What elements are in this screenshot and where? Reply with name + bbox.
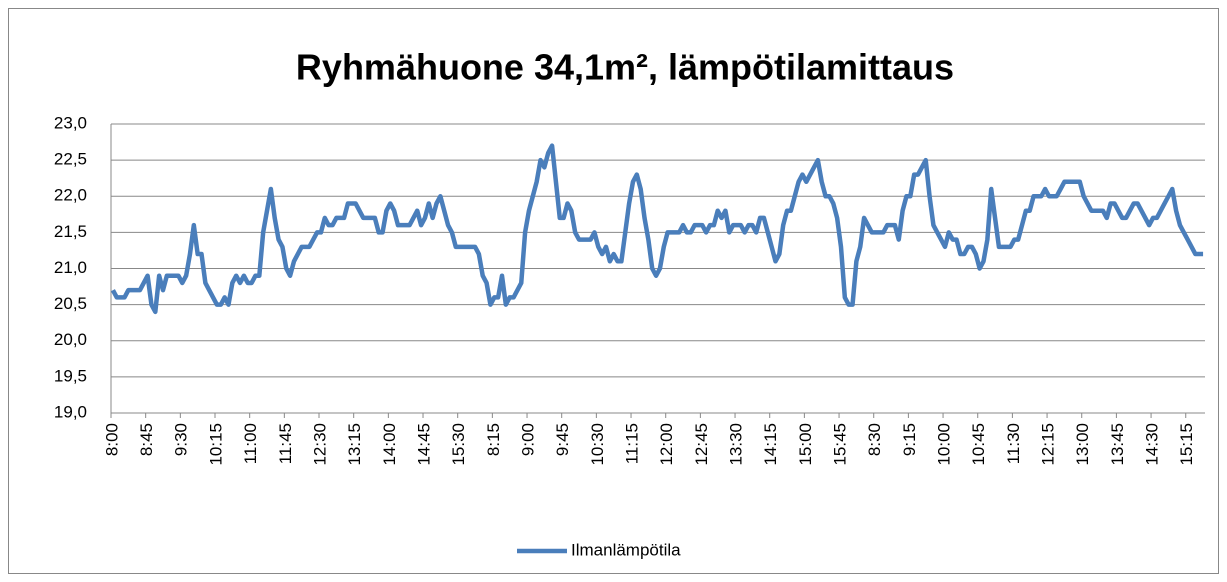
x-tick-label: 15:00 [796, 423, 815, 466]
x-tick-label: 15:15 [1177, 423, 1196, 466]
x-tick-label: 12:45 [692, 423, 711, 466]
x-tick-label: 9:15 [900, 423, 919, 456]
x-tick-label: 9:00 [518, 423, 537, 456]
y-tick-label: 19,5 [54, 366, 87, 385]
y-tick-label: 19,0 [54, 402, 87, 421]
y-tick-label: 22,0 [54, 186, 87, 205]
x-tick-label: 15:45 [830, 423, 849, 466]
chart-title: Ryhmähuone 34,1m², lämpötilamittaus [296, 47, 954, 88]
x-tick-label: 14:15 [761, 423, 780, 466]
x-tick-label: 8:15 [484, 423, 503, 456]
x-tick-label: 11:00 [241, 423, 260, 464]
x-tick-label: 12:00 [657, 423, 676, 466]
x-tick-label: 10:00 [934, 423, 953, 466]
x-tick-label: 11:45 [276, 423, 295, 464]
x-tick-label: 14:00 [380, 423, 399, 466]
y-tick-label: 20,0 [54, 330, 87, 349]
x-tick-label: 8:00 [102, 423, 121, 456]
y-tick-label: 21,5 [54, 222, 87, 241]
x-tick-label: 12:30 [310, 423, 329, 466]
x-tick-label: 13:45 [1108, 423, 1127, 466]
x-tick-label: 12:15 [1038, 423, 1057, 466]
x-tick-label: 14:45 [414, 423, 433, 466]
x-tick-label: 10:30 [588, 423, 607, 466]
y-tick-label: 23,0 [54, 113, 87, 132]
x-tick-label: 13:00 [1073, 423, 1092, 466]
x-tick-label: 8:45 [137, 423, 156, 456]
y-tick-label: 22,5 [54, 150, 87, 169]
x-tick-label: 10:15 [206, 423, 225, 466]
x-tick-label: 13:15 [345, 423, 364, 466]
x-tick-label: 9:30 [172, 423, 191, 456]
x-tick-label: 13:30 [726, 423, 745, 466]
y-tick-label: 21,0 [54, 258, 87, 277]
x-tick-label: 9:45 [553, 423, 572, 456]
x-tick-label: 8:30 [865, 423, 884, 456]
x-tick-label: 11:30 [1004, 423, 1023, 464]
chart-frame [8, 8, 1219, 574]
x-tick-label: 15:30 [449, 423, 468, 466]
x-tick-label: 10:45 [969, 423, 988, 466]
data-line [110, 143, 1204, 315]
legend-label: Ilmanlämpötila [571, 540, 681, 559]
x-tick-label: 11:15 [622, 423, 641, 464]
x-tick-label: 14:30 [1142, 423, 1161, 466]
y-tick-label: 20,5 [54, 294, 87, 313]
